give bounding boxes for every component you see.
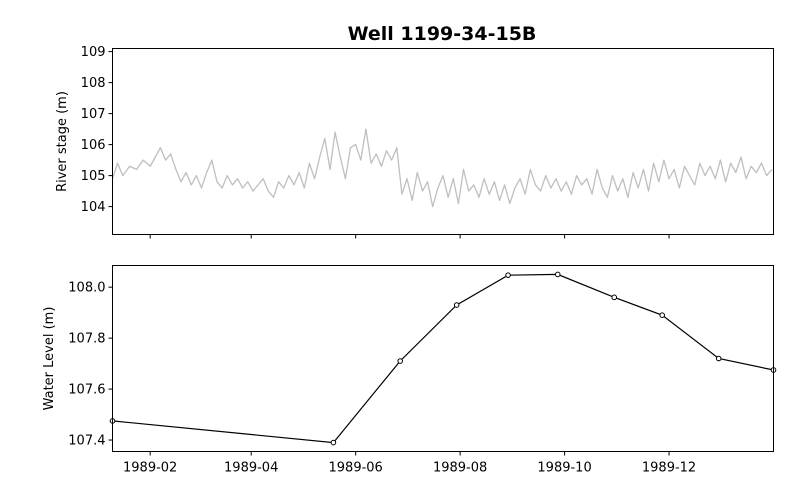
y-tick-label: 107.8: [68, 332, 105, 347]
river-stage-axis-label: River stage (m): [55, 91, 70, 192]
bottom-plot-frame: [112, 265, 774, 452]
water-level-point: [330, 439, 337, 446]
x-tick-label: 1989-04: [224, 461, 278, 476]
water-level-point: [453, 302, 460, 308]
water-level-point: [611, 294, 618, 301]
top-y-ticks: 104 105 106 107 108 109: [81, 45, 113, 215]
y-tick-label: 104: [81, 200, 106, 215]
y-tick-label: 107: [81, 107, 106, 122]
y-tick-label: 107.6: [68, 383, 105, 398]
y-tick-label: 108: [81, 76, 106, 91]
top-plot-frame: [112, 48, 774, 235]
water-level-point: [505, 272, 511, 278]
x-tick-label: 1989-02: [123, 461, 177, 476]
water-level-line: [112, 273, 774, 444]
bottom-y-ticks: 107.4 107.6 107.8 108.0: [68, 281, 113, 449]
x-tick-label: 1989-06: [329, 461, 383, 476]
river-stage-line: [111, 128, 773, 208]
bottom-x-ticks: 1989-02 1989-04 1989-06 1989-08 1989-10 1989-…: [123, 451, 696, 476]
water-level-point: [659, 312, 665, 318]
y-tick-label: 105: [81, 169, 106, 184]
chart-title: Well 1199-34-15B: [348, 23, 537, 45]
river-stage-series: [111, 128, 773, 208]
water-level-series: [109, 271, 777, 446]
top-panel: 104 105 106 107 108 109 River stage (m): [55, 45, 774, 239]
top-x-ticks: [149, 234, 670, 239]
x-tick-label: 1989-08: [433, 461, 487, 476]
x-tick-label: 1989-10: [537, 461, 591, 476]
water-level-point: [715, 355, 722, 362]
y-tick-label: 109: [81, 45, 106, 60]
water-level-point: [397, 358, 403, 364]
y-tick-label: 108.0: [68, 281, 105, 296]
water-level-axis-label: Water Level (m): [42, 307, 57, 411]
water-level-point: [554, 271, 561, 278]
y-tick-label: 107.4: [68, 434, 105, 449]
y-tick-label: 106: [81, 138, 106, 153]
x-tick-label: 1989-12: [642, 461, 696, 476]
